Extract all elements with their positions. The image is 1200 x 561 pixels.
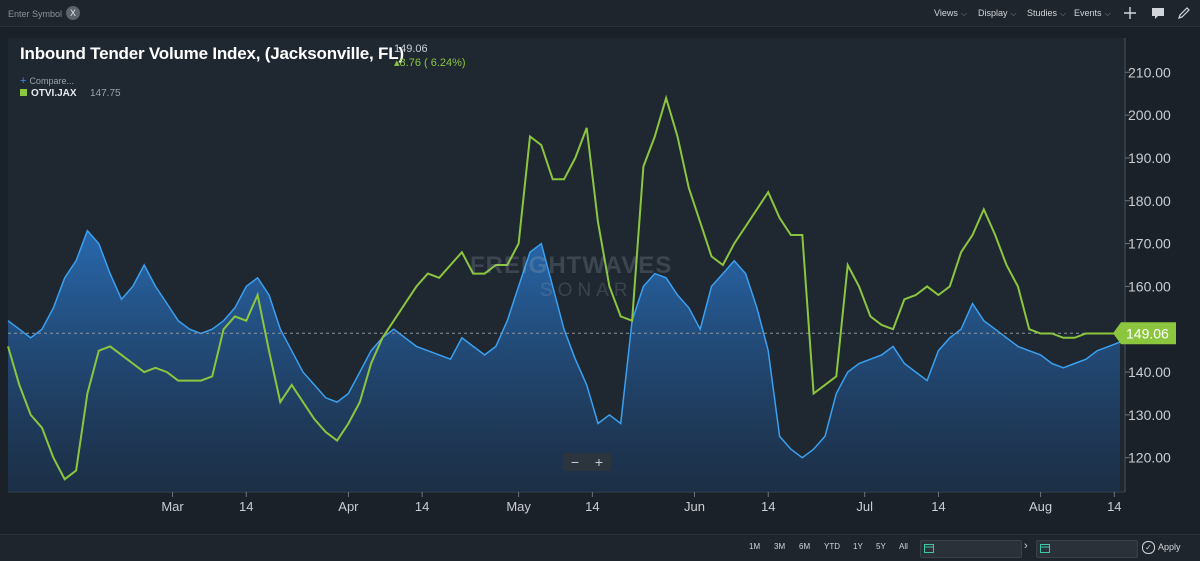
bottom-toolbar: 1M 3M 6M YTD 1Y 5Y All › ✓ Apply	[0, 534, 1200, 561]
zoom-out-button[interactable]: −	[570, 454, 580, 470]
current-price: 149.06	[394, 43, 428, 55]
price-change: ▴8.76 ( 6.24%)	[394, 56, 466, 69]
studies-menu-label: Studies	[1027, 8, 1058, 18]
chevron-right-icon: ›	[1024, 540, 1028, 552]
calendar-icon	[1040, 544, 1050, 553]
views-menu-label: Views	[934, 8, 958, 18]
chevron-down-icon: ⌵	[1104, 9, 1111, 18]
y-tick-label: 200.00	[1128, 107, 1171, 123]
zoom-control: − +	[563, 453, 611, 471]
plus-icon: +	[20, 75, 27, 87]
calendar-icon	[924, 544, 934, 553]
comment-icon[interactable]	[1150, 5, 1166, 21]
x-tick-label: 14	[415, 499, 429, 514]
x-tick-label: Jun	[684, 499, 705, 514]
current-value-tag	[1113, 322, 1176, 345]
y-tick-label: 130.00	[1128, 407, 1171, 423]
blue-series-area	[8, 230, 1120, 492]
apply-label: Apply	[1158, 541, 1181, 552]
y-tick-label: 180.00	[1128, 193, 1171, 209]
x-tick-label: Apr	[338, 499, 359, 514]
range-ytd-button[interactable]: YTD	[824, 542, 840, 551]
end-date-field[interactable]	[1036, 540, 1138, 558]
y-tick-label: 170.00	[1128, 236, 1171, 252]
range-1y-button[interactable]: 1Y	[853, 542, 863, 551]
y-tick-label: 190.00	[1128, 150, 1171, 166]
apply-button[interactable]: ✓ Apply	[1142, 541, 1181, 554]
up-arrow-icon: ▴	[394, 57, 400, 69]
x-tick-label: 14	[239, 499, 253, 514]
chevron-down-icon: ⌵	[1060, 9, 1067, 18]
clear-symbol-button[interactable]: X	[66, 6, 80, 20]
x-tick-label: Aug	[1029, 499, 1052, 514]
y-tick-label: 140.00	[1128, 364, 1171, 380]
check-icon: ✓	[1142, 541, 1155, 554]
display-menu[interactable]: Display ⌵	[978, 0, 1017, 26]
blue-series-line[interactable]	[7, 229, 1121, 459]
events-menu-label: Events	[1074, 8, 1102, 18]
range-6m-button[interactable]: 6M	[799, 542, 811, 551]
chart-title: Inbound Tender Volume Index, (Jacksonvil…	[20, 44, 404, 63]
x-tick-label: Jul	[856, 499, 873, 514]
legend-symbol: OTVI.JAX	[31, 88, 77, 99]
watermark-logo-text: FREIGHTWAVES	[470, 252, 673, 279]
chevron-down-icon: ⌵	[960, 9, 967, 18]
series-legend[interactable]: OTVI.JAX 147.75	[20, 88, 121, 99]
x-tick-label: Mar	[161, 499, 184, 514]
range-all-button[interactable]: All	[899, 542, 908, 551]
zoom-in-button[interactable]: +	[594, 454, 604, 470]
views-menu[interactable]: Views ⌵	[934, 0, 967, 26]
x-tick-label: 14	[585, 499, 599, 514]
display-menu-label: Display	[978, 8, 1008, 18]
range-5y-button[interactable]: 5Y	[876, 542, 886, 551]
range-1m-button[interactable]: 1M	[749, 542, 761, 551]
add-icon[interactable]	[1122, 5, 1138, 21]
chevron-down-icon: ⌵	[1010, 9, 1017, 18]
price-change-value: 8.76 ( 6.24%)	[399, 57, 466, 69]
events-menu[interactable]: Events ⌵	[1074, 0, 1111, 26]
studies-menu[interactable]: Studies ⌵	[1027, 0, 1066, 26]
x-tick-label: 14	[1107, 499, 1121, 514]
legend-value: 147.75	[90, 88, 121, 99]
draw-pencil-icon[interactable]	[1176, 5, 1192, 21]
line-chart[interactable]: 120.00130.00140.00150.00160.00170.00180.…	[0, 0, 1200, 534]
x-tick-label: 14	[931, 499, 945, 514]
x-tick-label: May	[506, 499, 531, 514]
y-tick-label: 160.00	[1128, 278, 1171, 294]
start-date-field[interactable]	[920, 540, 1022, 558]
compare-button[interactable]: + Compare...	[20, 75, 74, 87]
y-tick-label: 210.00	[1128, 64, 1171, 80]
compare-label: Compare...	[29, 76, 74, 86]
watermark-sub-text: SONAR	[540, 280, 633, 301]
symbol-input[interactable]	[6, 5, 64, 23]
y-tick-label: 120.00	[1128, 450, 1171, 466]
legend-swatch	[20, 89, 27, 96]
otvi-series-line[interactable]	[7, 94, 1120, 481]
current-value-label: 149.06	[1126, 325, 1169, 341]
range-3m-button[interactable]: 3M	[774, 542, 786, 551]
top-toolbar: X Views⌵ Display⌵ Studies⌵ Events⌵	[0, 0, 1200, 27]
x-tick-label: 14	[761, 499, 775, 514]
